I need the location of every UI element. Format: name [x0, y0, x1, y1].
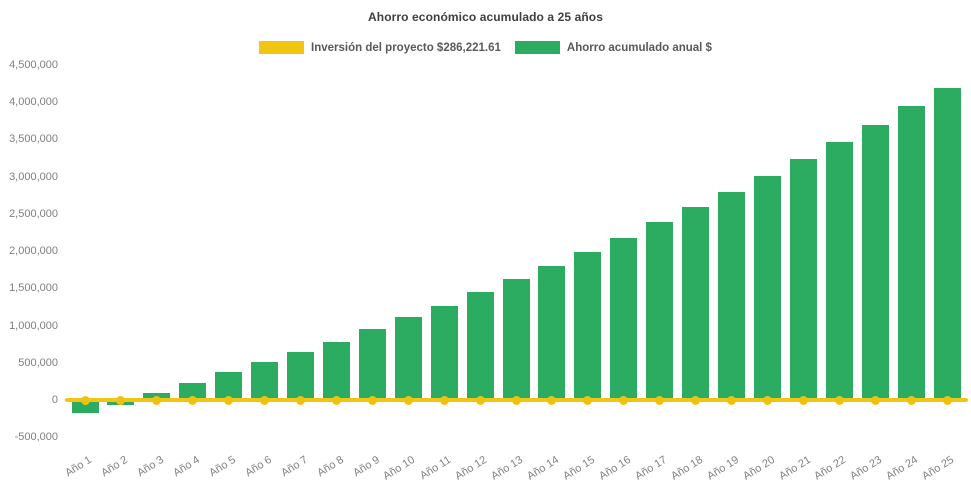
y-axis-tick-label: 0 — [51, 394, 58, 406]
x-axis-tick-label: Año 7 — [278, 453, 310, 480]
x-axis-tick-label: Año 1 — [63, 453, 95, 480]
investment-line-marker — [152, 395, 162, 405]
investment-line-marker — [260, 395, 270, 405]
bar-año-14 — [538, 266, 566, 400]
investment-swatch-icon — [259, 41, 305, 54]
y-axis-tick-label: 2,500,000 — [9, 207, 58, 220]
y-axis-tick-label: 3,500,000 — [9, 133, 58, 146]
investment-line-marker — [798, 395, 808, 405]
x-axis-tick-label: Año 3 — [135, 453, 167, 480]
bar-año-4 — [179, 383, 207, 400]
x-axis-tick-label: Año 11 — [418, 453, 454, 483]
investment-line-marker — [655, 395, 665, 405]
y-axis-tick-label: 1,500,000 — [9, 282, 58, 295]
x-axis-tick-label: Año 2 — [99, 453, 131, 480]
x-axis-tick-label: Año 14 — [525, 453, 562, 483]
investment-line-marker — [906, 395, 916, 405]
bar-año-7 — [287, 351, 315, 400]
y-axis-tick-label: 1,000,000 — [9, 319, 58, 332]
investment-line-marker — [80, 395, 90, 405]
investment-line-marker — [296, 395, 306, 405]
x-axis-tick-label: Año 10 — [381, 453, 418, 483]
x-axis-tick-label: Año 23 — [848, 453, 885, 483]
legend-item-savings: Ahorro acumulado anual $ — [514, 41, 712, 54]
investment-line-marker — [619, 395, 629, 405]
x-axis-tick-label: Año 5 — [207, 453, 238, 480]
investment-line-marker — [116, 395, 126, 405]
x-axis-tick-label: Año 9 — [350, 453, 382, 480]
investment-line-marker — [583, 395, 593, 405]
bar-año-12 — [466, 292, 494, 400]
y-axis-tick-label: -500,000 — [14, 431, 58, 444]
x-axis-tick-label: Año 24 — [884, 453, 921, 483]
bar-año-17 — [646, 222, 674, 400]
y-axis-tick-label: 3,000,000 — [9, 170, 58, 183]
investment-line-marker — [834, 395, 844, 405]
legend-label-savings: Ahorro acumulado anual $ — [566, 41, 712, 54]
investment-line-marker — [511, 395, 521, 405]
bar-año-18 — [682, 207, 710, 400]
investment-line-marker — [224, 395, 234, 405]
legend-item-investment: Inversión del proyecto $286,221.61 — [259, 41, 501, 54]
x-axis-tick-label: Año 12 — [453, 453, 490, 483]
bar-año-13 — [502, 279, 530, 400]
x-axis-tick-label: Año 20 — [740, 453, 777, 483]
x-axis-tick-label: Año 19 — [704, 453, 741, 483]
investment-line-marker — [547, 395, 557, 405]
y-axis-tick-label: 2,000,000 — [9, 245, 58, 258]
investment-line-marker — [942, 395, 952, 405]
bar-año-6 — [251, 362, 279, 400]
investment-line-marker — [367, 395, 377, 405]
bar-año-10 — [394, 316, 422, 400]
x-axis-tick-label: Año 16 — [597, 453, 633, 483]
bar-año-24 — [897, 105, 925, 400]
bar-año-5 — [215, 372, 243, 400]
investment-line-marker — [439, 395, 449, 405]
bar-año-15 — [574, 251, 602, 400]
investment-line-marker — [691, 395, 701, 405]
bar-año-20 — [753, 176, 781, 400]
x-axis-tick-label: Año 18 — [668, 453, 705, 483]
bar-año-9 — [358, 329, 386, 400]
investment-line-marker — [403, 395, 413, 405]
investment-line-marker — [331, 395, 341, 405]
chart-legend: Inversión del proyecto $286,221.61 Ahorr… — [0, 41, 971, 54]
legend-label-investment: Inversión del proyecto $286,221.61 — [311, 41, 501, 54]
investment-line-marker — [188, 395, 198, 405]
x-axis-tick-label: Año 25 — [920, 453, 957, 483]
bar-año-22 — [825, 142, 853, 400]
bar-año-25 — [933, 88, 961, 400]
investment-line-marker — [762, 395, 772, 405]
x-axis-tick-label: Año 15 — [561, 453, 598, 483]
bar-año-11 — [430, 305, 458, 400]
bar-año-19 — [718, 192, 746, 400]
bar-año-1 — [71, 400, 99, 414]
x-axis-tick-label: Año 21 — [776, 453, 813, 483]
investment-line-marker — [727, 395, 737, 405]
savings-swatch-icon — [514, 41, 560, 54]
bar-año-16 — [610, 237, 638, 400]
x-axis-tick-label: Año 13 — [489, 453, 526, 483]
investment-line-marker — [870, 395, 880, 405]
investment-line-marker — [475, 395, 485, 405]
y-axis-tick-label: 4,000,000 — [9, 96, 58, 109]
chart-title: Ahorro económico acumulado a 25 años — [368, 10, 603, 24]
y-axis-tick-label: 4,500,000 — [9, 59, 58, 71]
bar-año-21 — [789, 159, 817, 400]
y-axis-tick-label: 500,000 — [18, 356, 58, 369]
bar-año-8 — [322, 341, 350, 400]
x-axis-tick-label: Año 6 — [243, 453, 274, 480]
x-axis-tick-label: Año 4 — [171, 453, 202, 480]
x-axis-tick-label: Año 22 — [812, 453, 849, 483]
bar-año-23 — [861, 124, 889, 400]
x-axis-tick-label: Año 17 — [632, 453, 669, 483]
x-axis-tick-label: Año 8 — [314, 453, 346, 480]
